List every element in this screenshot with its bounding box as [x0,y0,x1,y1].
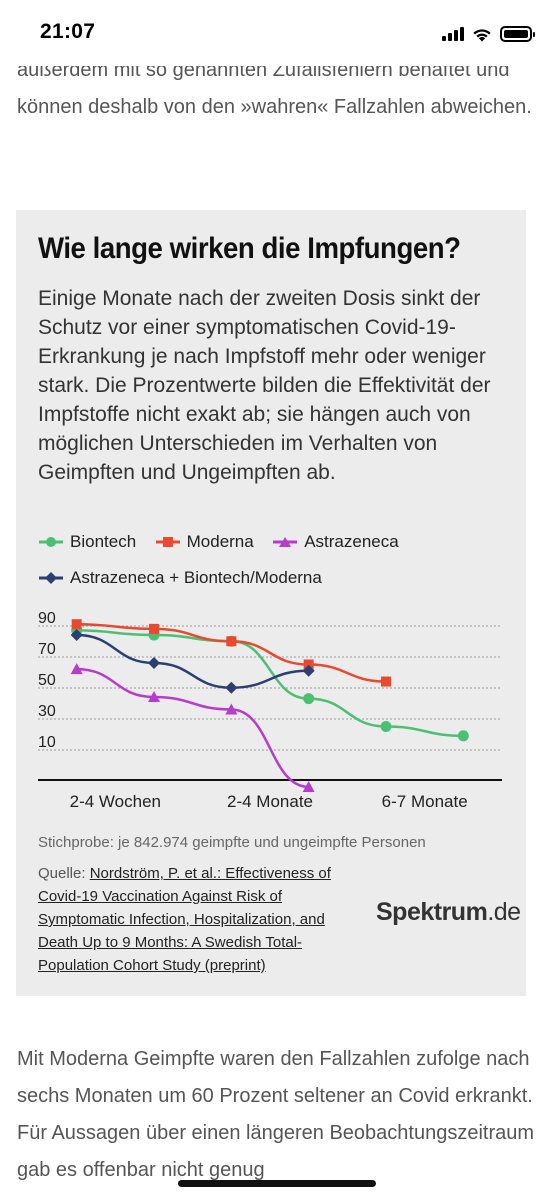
status-icons [442,24,535,44]
legend-square-icon [155,537,180,547]
logo-bold: Spektrum [376,898,488,926]
legend-circle-icon [39,537,63,547]
series-line-4 [76,633,309,690]
home-indicator [178,1180,376,1187]
legend-label: Moderna [186,532,254,551]
legend-triangle-icon [273,537,298,547]
series-line-3 [76,667,309,789]
legend-label: Astrazeneca [304,532,399,551]
data-point [302,664,315,677]
data-point [303,659,314,670]
source-prefix: Quelle: [38,865,90,882]
article-paragraph-bottom: Mit Moderna Geimpfte waren den Fallzahle… [17,1048,535,1181]
data-point [380,721,392,732]
source-note: Quelle: Nordström, P. et al.: Effectiven… [38,862,358,977]
series-line-1 [76,629,464,738]
status-time: 21:07 [40,20,96,43]
wifi-icon [473,28,491,41]
data-point [225,703,238,715]
line-chart: 10 30 50 70 90 2-4 Wochen 2-4 Monate 6-7 Monate [38,610,502,811]
status-bar: 21:07 [0,0,554,66]
y-tick-label: 10 [38,734,56,751]
x-tick-label: 2-4 Wochen [70,792,161,811]
data-point [381,676,391,687]
legend-item-moderna: Moderna [155,524,254,560]
data-point [71,619,82,630]
data-point [148,691,160,703]
legend-label: Astrazeneca + Biontech/Moderna [70,568,322,587]
data-point [457,730,469,742]
legend-item-astrazeneca-biontech-moderna: Astrazeneca + Biontech/Moderna [38,560,322,596]
x-tick-label: 6-7 Monate [382,792,468,811]
y-tick-label: 90 [38,610,56,627]
battery-icon [500,26,535,42]
chart-legend: Biontech Moderna Astrazeneca Astrazeneca… [38,524,508,596]
data-point [303,693,315,705]
y-tick-label: 70 [38,641,56,658]
x-tick-label: 2-4 Monate [227,792,313,811]
infobox: Wie lange wirken die Impfungen? Einige M… [16,210,526,996]
source-link[interactable]: Nordström, P. et al.: Effectiveness of C… [38,865,331,974]
data-point [225,681,238,694]
data-point [149,623,159,634]
data-point [226,636,237,647]
spektrum-logo: Spektrum.de [376,898,521,927]
legend-label: Biontech [70,532,137,551]
data-point [148,656,160,669]
legend-diamond-icon [39,572,63,584]
y-tick-label: 30 [38,703,56,720]
legend-item-biontech: Biontech [38,524,136,560]
data-point [70,663,83,675]
logo-suffix: .de [487,898,521,926]
data-point [70,629,83,642]
cellular-signal-icon [442,27,464,41]
sample-note: Stichprobe: je 842.974 geimpfte und unge… [38,834,426,851]
y-tick-label: 50 [38,672,56,689]
data-point [302,780,315,792]
infobox-title: Wie lange wirken die Impfungen? [38,232,461,265]
legend-item-astrazeneca: Astrazeneca [272,524,399,560]
infobox-description: Einige Monate nach der zweiten Dosis sin… [38,287,491,484]
